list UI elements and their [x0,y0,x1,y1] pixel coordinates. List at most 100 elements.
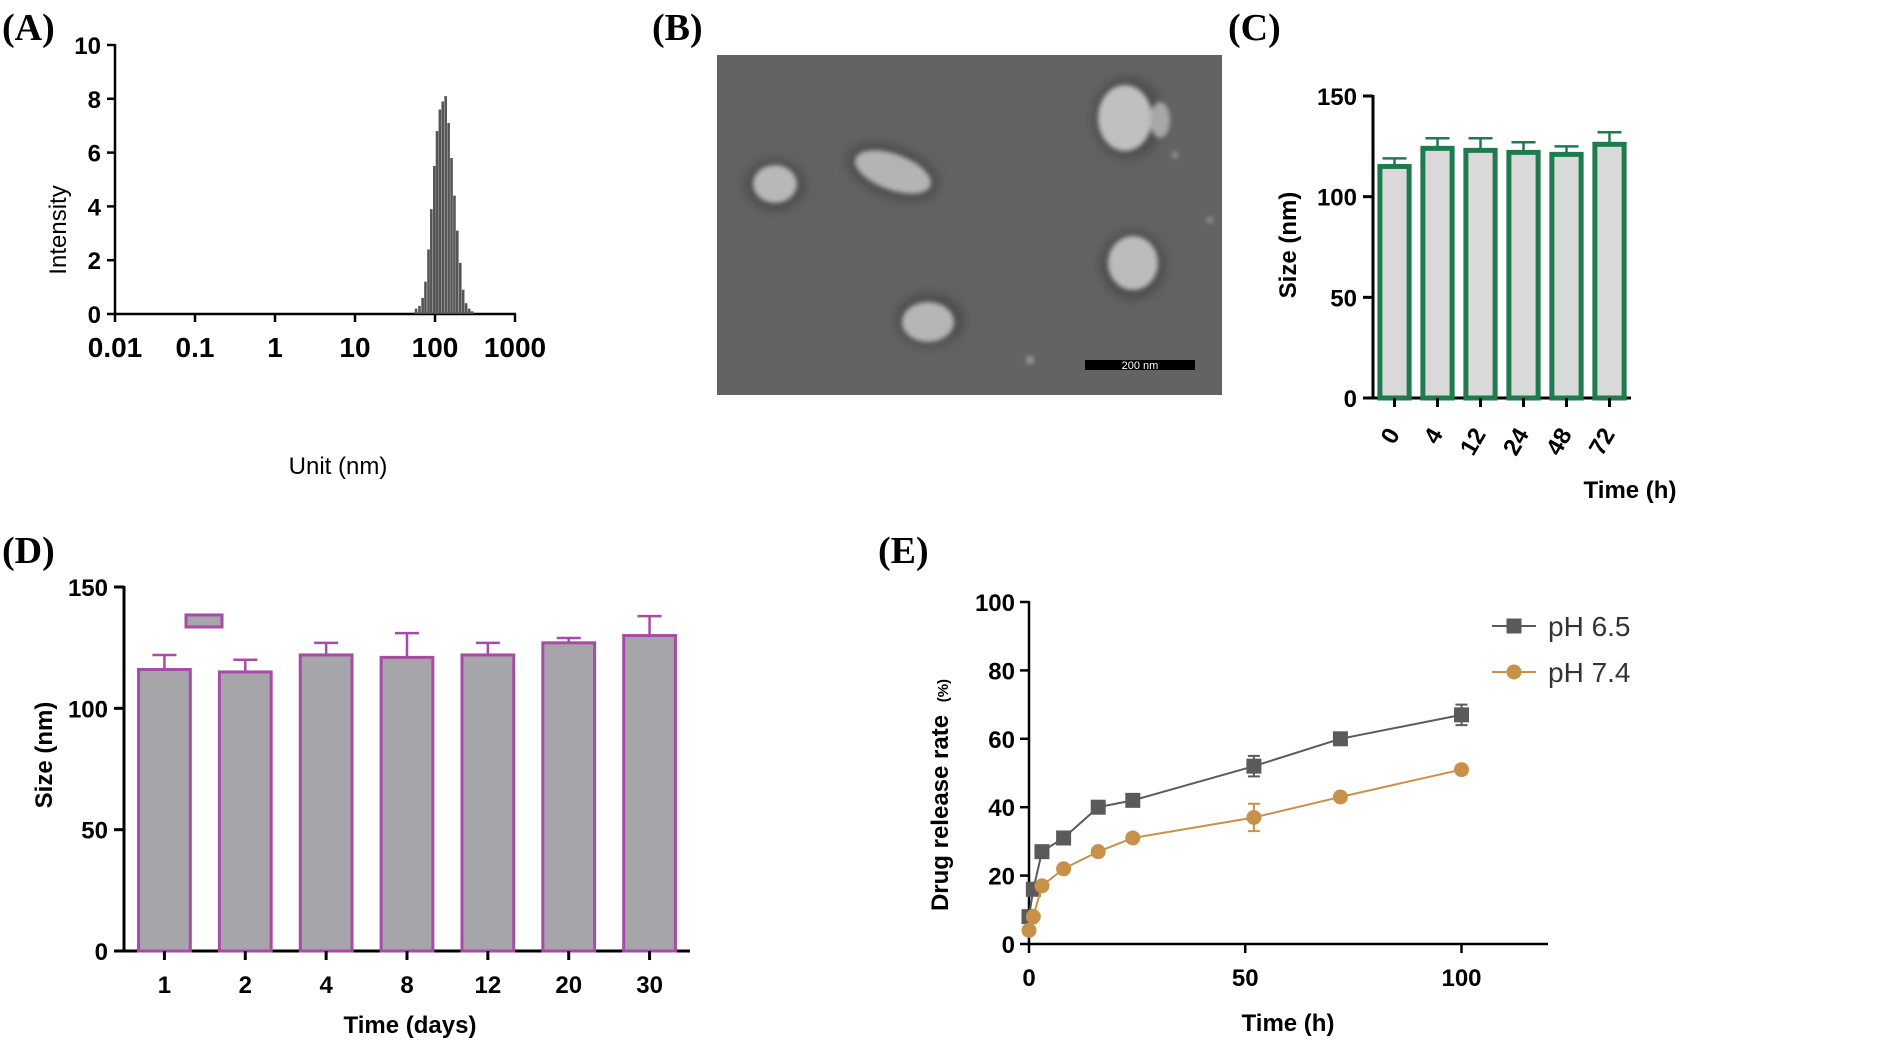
panel-a-y-axis-title: Intensity [45,185,72,274]
panel-c-x-axis-title: Time (h) [1584,477,1677,504]
panel-a-y-tick-label: 6 [88,141,101,168]
panel-e-point [1021,922,1037,938]
panel-c-x-tick-label: 72 [1584,424,1621,461]
panel-e-legend-label: pH 7.4 [1548,657,1631,688]
particle [1172,152,1178,158]
panel-e-point [1034,878,1050,894]
panel-a-x-tick-label: 100 [412,332,459,363]
particle [1098,85,1152,151]
panel-d-x-tick-label: 1 [158,972,171,999]
panel-e-x-tick-label: 50 [1232,965,1259,992]
panel-d-y-tick-label: 100 [68,696,108,723]
panel-a-bar [421,297,424,314]
panel-e-y-tick-label: 60 [988,727,1015,754]
panel-e-legend-marker [1506,618,1522,634]
panel-c-x-tick-label: 0 [1376,424,1406,449]
scale-bar [1085,360,1195,370]
panel-b-micrograph: 200 nm [717,55,1222,395]
panel-e-y-tick-label: 40 [988,795,1015,822]
panel-d-x-tick-label: 20 [555,972,582,999]
panel-e-point [1246,758,1262,774]
panel-e-y-tick-label: 20 [988,864,1015,891]
panel-e-y-tick-label: 80 [988,658,1015,685]
panel-e-legend-marker [1506,664,1522,680]
panel-e-y-axis-title: Drug release rate [927,715,954,911]
panel-label-e: (E) [878,530,929,572]
panel-e-point [1025,909,1041,925]
panel-e-x-axis-title: Time (h) [1242,1010,1335,1037]
panel-e-line-chart: Drug release rate (%) Time (h) 0 20 40 60 80… [927,590,1631,1037]
panel-d-y-tick-label: 50 [81,818,108,845]
panel-c-y-tick-label: 150 [1317,84,1357,111]
panel-e-point [1090,799,1106,815]
panel-d-bar [541,641,597,953]
panel-d-y-tick-label: 150 [68,575,108,602]
particle [1026,356,1034,364]
panel-label-b: (B) [652,7,703,49]
panel-d-x-tick-label: 4 [319,972,333,999]
panel-e-point [1125,792,1141,808]
panel-c-y-tick-label: 100 [1317,185,1357,212]
panel-a-bar [444,96,447,314]
panel-c-bar [1592,141,1627,401]
panel-c-y-tick-label: 0 [1344,386,1357,413]
panel-d-bar [137,668,192,953]
panel-a-bar [414,308,418,314]
panel-a-bar [470,311,474,314]
panel-label-d: (D) [2,530,55,572]
panel-e-y-tick-label: 100 [975,590,1015,617]
panel-a-x-tick-label: 0.1 [176,332,215,363]
particle [1207,217,1213,223]
panel-d-x-tick-label: 8 [400,972,413,999]
panel-a-bar [464,303,468,314]
panel-e-x-tick-label: 0 [1022,965,1035,992]
panel-e-point [1454,762,1469,778]
panel-e-series-line [1028,713,1462,917]
panel-d-x-tick-label: 30 [636,972,663,999]
panel-a-bar [456,230,459,314]
panel-a-y-tick-label: 0 [88,302,101,329]
panel-a-bar [441,101,445,315]
panel-a-bar [427,249,430,314]
panel-a-bar [430,209,433,314]
particle [854,150,932,194]
panel-c-y-axis-title: Size (nm) [1275,192,1302,299]
panel-a-bar [438,109,442,314]
panel-a-x-tick-label: 1000 [484,332,546,363]
panel-a-bar [435,131,439,314]
panel-e-y-axis-unit: (%) [935,679,952,702]
panel-a-bar [447,123,450,314]
panel-d-legend-swatch [184,613,224,629]
panel-c-x-tick-label: 12 [1455,424,1492,461]
panel-d-bar [622,634,677,953]
panel-d-bar [217,670,273,953]
panel-a-bar [450,157,453,314]
panel-c-bar [1377,163,1412,401]
panel-e-point [1125,830,1141,846]
panel-c-x-tick-label: 48 [1541,424,1578,461]
panel-c-bar [1549,151,1584,401]
panel-a-bar [458,262,462,314]
panel-a-bar [461,289,465,314]
panel-e-point [1246,809,1262,825]
panel-a-histogram: Intensity Unit (nm) 0 2 4 6 8 10 0.01 0.1 1 10 100… [45,33,546,480]
particle [1108,236,1158,290]
panel-a-y-tick-label: 4 [88,194,102,221]
panel-d-bar [379,655,435,953]
scale-bar-label: 200 nm [1122,360,1159,372]
panel-d-x-axis-title: Time (days) [344,1012,477,1039]
panel-d-y-axis-title: Size (nm) [31,702,58,809]
panel-a-y-tick-label: 2 [88,248,101,275]
panel-e-point [1034,844,1050,860]
panel-e-point [1056,861,1072,877]
panel-e-x-tick-label: 100 [1441,965,1481,992]
panel-c-bar [1420,145,1455,401]
panel-a-bar [467,308,471,314]
panel-a-bar [418,305,421,314]
panel-a-x-tick-label: 10 [339,332,370,363]
panel-e-point [1454,707,1469,723]
panel-a-bar [453,195,456,314]
panel-c-x-tick-label: 24 [1498,423,1535,460]
